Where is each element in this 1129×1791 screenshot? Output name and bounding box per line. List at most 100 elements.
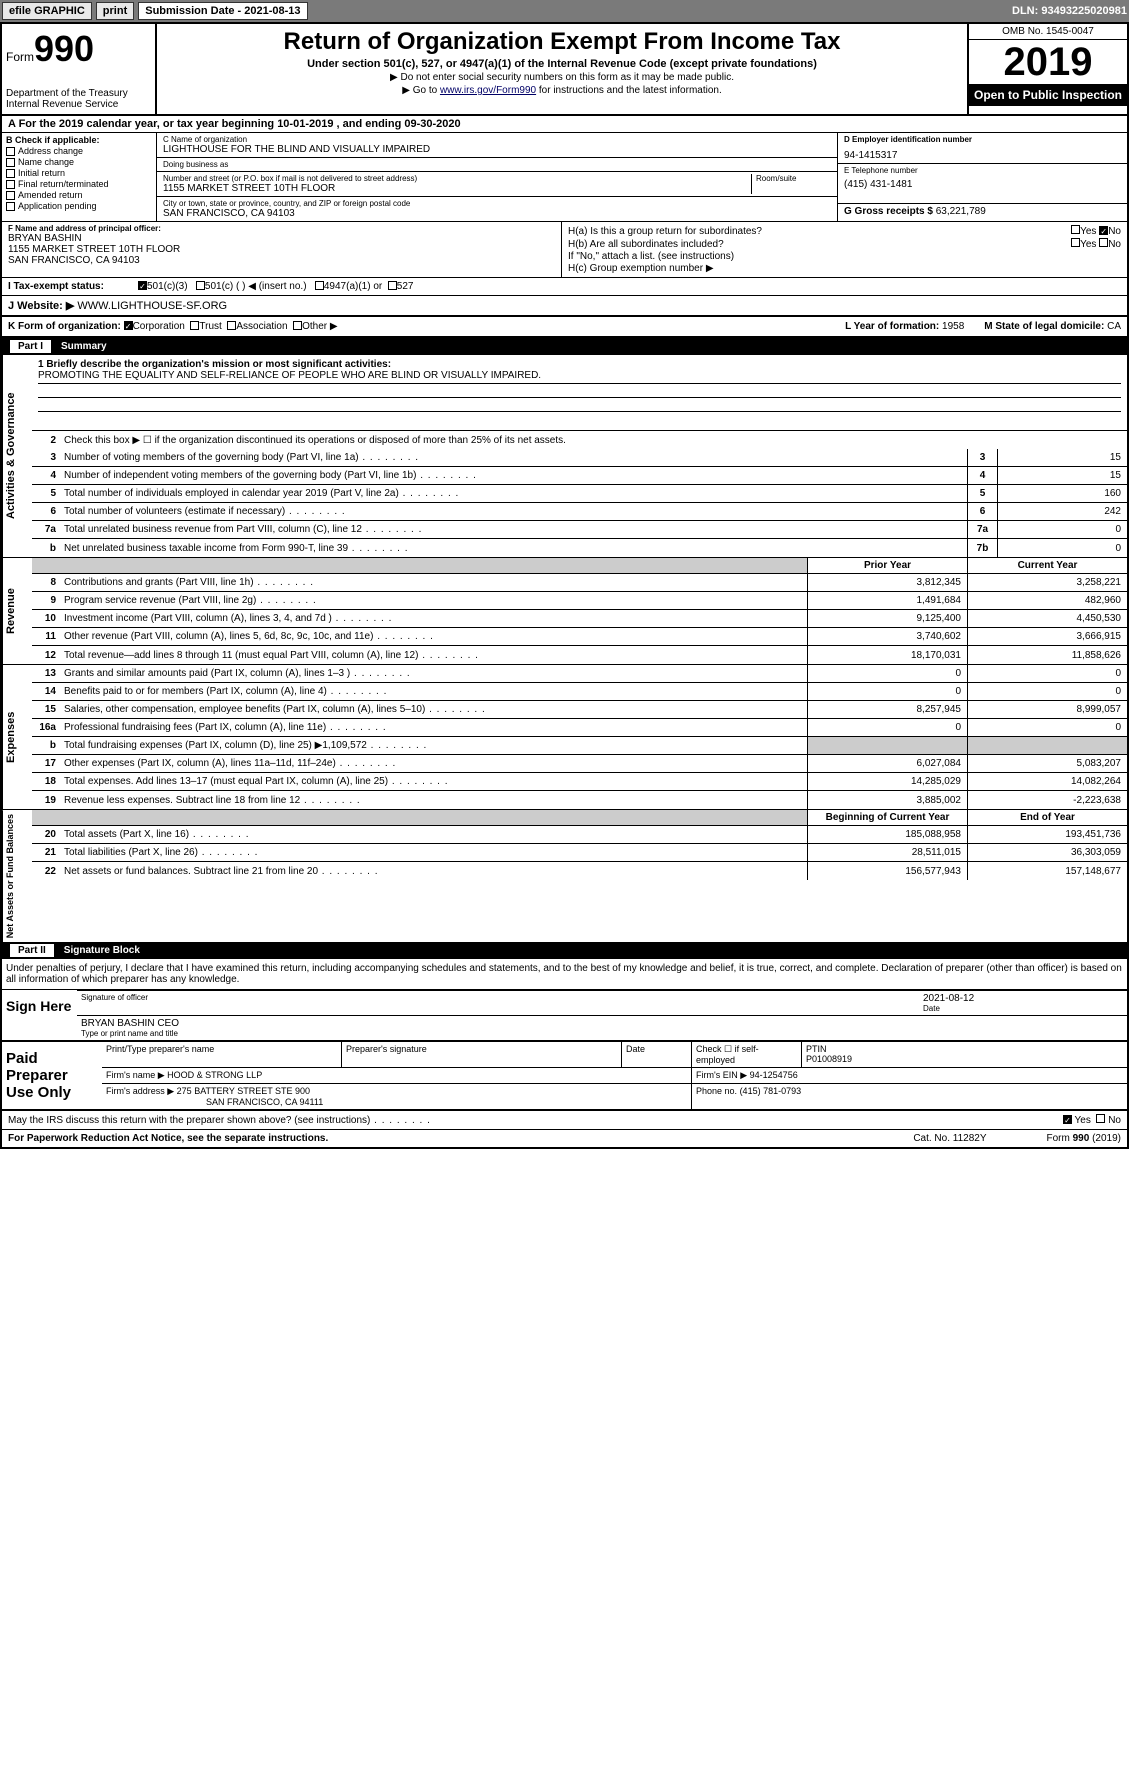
sig-date: 2021-08-12 bbox=[923, 993, 1123, 1004]
chk-name[interactable] bbox=[6, 158, 15, 167]
ha-label: H(a) Is this a group return for subordin… bbox=[568, 226, 762, 237]
line-9-curr: 482,960 bbox=[967, 592, 1127, 609]
side-governance: Activities & Governance bbox=[2, 355, 32, 557]
line-12-prior: 18,170,031 bbox=[807, 646, 967, 664]
box-b-label: B Check if applicable: bbox=[6, 135, 152, 145]
website-label: J Website: ▶ bbox=[8, 300, 74, 312]
firm-phone: (415) 781-0793 bbox=[740, 1086, 802, 1096]
firm-ein-label: Firm's EIN ▶ bbox=[696, 1070, 747, 1080]
form-subtitle: Under section 501(c), 527, or 4947(a)(1)… bbox=[161, 58, 963, 70]
line-17-prior: 6,027,084 bbox=[807, 755, 967, 772]
irs-link[interactable]: www.irs.gov/Form990 bbox=[440, 85, 536, 96]
perjury: Under penalties of perjury, I declare th… bbox=[2, 959, 1127, 989]
line-22-prior: 156,577,943 bbox=[807, 862, 967, 880]
line-20-curr: 193,451,736 bbox=[967, 826, 1127, 843]
line-11-prior: 3,740,602 bbox=[807, 628, 967, 645]
hb-note: If "No," attach a list. (see instruction… bbox=[568, 251, 1121, 262]
form-990: Form990 Department of the Treasury Inter… bbox=[0, 22, 1129, 1149]
line-4-val: 15 bbox=[997, 467, 1127, 484]
website-row: J Website: ▶ WWW.LIGHTHOUSE-SF.ORG bbox=[2, 296, 1127, 317]
chk-corp[interactable]: ✓ bbox=[124, 321, 133, 330]
line-12-text: Total revenue—add lines 8 through 11 (mu… bbox=[60, 648, 807, 663]
paperwork: For Paperwork Reduction Act Notice, see … bbox=[8, 1133, 328, 1144]
chk-501c[interactable] bbox=[196, 281, 205, 290]
line-7a-text: Total unrelated business revenue from Pa… bbox=[60, 522, 967, 537]
period: A For the 2019 calendar year, or tax yea… bbox=[2, 116, 1127, 133]
part2-header: Part II Signature Block bbox=[2, 942, 1127, 959]
dln: DLN: 93493225020981 bbox=[1012, 5, 1127, 17]
side-netassets: Net Assets or Fund Balances bbox=[2, 810, 32, 942]
line-b-prior bbox=[807, 737, 967, 754]
line-19-curr: -2,223,638 bbox=[967, 791, 1127, 809]
line-8-text: Contributions and grants (Part VIII, lin… bbox=[60, 575, 807, 590]
firm-phone-label: Phone no. bbox=[696, 1086, 737, 1096]
prep-date-h: Date bbox=[622, 1042, 692, 1067]
part2-title: Signature Block bbox=[64, 945, 140, 956]
phone-label: E Telephone number bbox=[844, 166, 1121, 175]
line-14-prior: 0 bbox=[807, 683, 967, 700]
ha-no[interactable]: ✓ bbox=[1099, 226, 1108, 235]
line-b-box: 7b bbox=[967, 539, 997, 557]
line-4-text: Number of independent voting members of … bbox=[60, 468, 967, 483]
open-public: Open to Public Inspection bbox=[969, 84, 1127, 106]
efile-btn[interactable]: efile GRAPHIC bbox=[2, 2, 92, 20]
chk-assoc[interactable] bbox=[227, 321, 236, 330]
discuss-yes[interactable]: ✓ bbox=[1063, 1115, 1072, 1124]
mission-blank3 bbox=[38, 412, 1121, 426]
chk-trust[interactable] bbox=[190, 321, 199, 330]
chk-other[interactable] bbox=[293, 321, 302, 330]
line-9-text: Program service revenue (Part VIII, line… bbox=[60, 593, 807, 608]
col-prior: Prior Year bbox=[807, 558, 967, 573]
firm-label: Firm's name ▶ bbox=[106, 1070, 165, 1080]
prep-name-h: Print/Type preparer's name bbox=[102, 1042, 342, 1067]
line-18-curr: 14,082,264 bbox=[967, 773, 1127, 790]
officer-label: F Name and address of principal officer: bbox=[8, 224, 555, 233]
note-link: ▶ Go to www.irs.gov/Form990 for instruct… bbox=[161, 85, 963, 96]
chk-address[interactable] bbox=[6, 147, 15, 156]
print-btn[interactable]: print bbox=[96, 2, 134, 20]
l1-label: 1 Briefly describe the organization's mi… bbox=[38, 359, 1121, 370]
line-b-curr bbox=[967, 737, 1127, 754]
chk-4947[interactable] bbox=[315, 281, 324, 290]
line-21-text: Total liabilities (Part X, line 26) bbox=[60, 845, 807, 860]
ha-yes[interactable] bbox=[1071, 225, 1080, 234]
form-footer: Form 990 (2019) bbox=[1047, 1133, 1121, 1144]
col-begin: Beginning of Current Year bbox=[807, 810, 967, 825]
col-curr: Current Year bbox=[967, 558, 1127, 573]
mission-blank2 bbox=[38, 398, 1121, 412]
line-15-text: Salaries, other compensation, employee b… bbox=[60, 702, 807, 717]
dept: Department of the Treasury bbox=[6, 88, 151, 99]
k-label: K Form of organization: bbox=[8, 321, 121, 332]
ein: 94-1415317 bbox=[844, 150, 1121, 161]
dba-label: Doing business as bbox=[163, 160, 831, 169]
hb-yes[interactable] bbox=[1071, 238, 1080, 247]
line-18-prior: 14,285,029 bbox=[807, 773, 967, 790]
form-prefix: Form bbox=[6, 50, 34, 64]
part1-title: Summary bbox=[61, 341, 107, 352]
hb-no[interactable] bbox=[1099, 238, 1108, 247]
line-15-prior: 8,257,945 bbox=[807, 701, 967, 718]
chk-pending[interactable] bbox=[6, 202, 15, 211]
note-ssn: ▶ Do not enter social security numbers o… bbox=[161, 72, 963, 83]
preparer-section: Paid Preparer Use Only Print/Type prepar… bbox=[2, 1040, 1127, 1111]
line-22-curr: 157,148,677 bbox=[967, 862, 1127, 880]
chk-amended[interactable] bbox=[6, 191, 15, 200]
line-16a-prior: 0 bbox=[807, 719, 967, 736]
form-title: Return of Organization Exempt From Incom… bbox=[161, 28, 963, 56]
chk-501c3[interactable]: ✓ bbox=[138, 281, 147, 290]
omb: OMB No. 1545-0047 bbox=[969, 24, 1127, 40]
discuss-no[interactable] bbox=[1096, 1114, 1105, 1123]
chk-final[interactable] bbox=[6, 180, 15, 189]
sig-officer-label: Signature of officer bbox=[81, 993, 923, 1002]
line-21-curr: 36,303,059 bbox=[967, 844, 1127, 861]
officer-addr1: 1155 MARKET STREET 10TH FLOOR bbox=[8, 244, 555, 255]
chk-527[interactable] bbox=[388, 281, 397, 290]
website-url[interactable]: WWW.LIGHTHOUSE-SF.ORG bbox=[77, 300, 227, 312]
side-expenses: Expenses bbox=[2, 665, 32, 809]
line-b-text: Total fundraising expenses (Part IX, col… bbox=[60, 738, 807, 753]
firm-addr1: 275 BATTERY STREET STE 900 bbox=[177, 1086, 310, 1096]
line-7a-val: 0 bbox=[997, 521, 1127, 538]
chk-initial[interactable] bbox=[6, 169, 15, 178]
line-9-prior: 1,491,684 bbox=[807, 592, 967, 609]
addr-label: Number and street (or P.O. box if mail i… bbox=[163, 174, 751, 183]
